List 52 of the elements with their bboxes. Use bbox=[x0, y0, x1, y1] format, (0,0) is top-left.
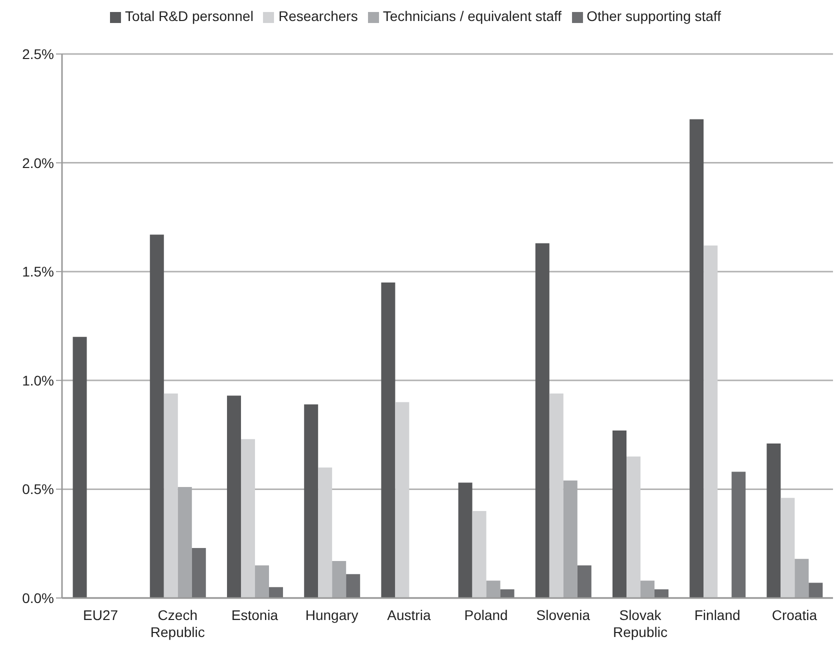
bar bbox=[500, 589, 514, 598]
bar bbox=[268, 587, 283, 598]
x-tick-label: Austria bbox=[387, 607, 431, 623]
bar bbox=[332, 561, 346, 598]
y-tick-label: 1.0% bbox=[22, 372, 54, 388]
bar bbox=[346, 574, 360, 598]
bar bbox=[654, 589, 668, 598]
bar bbox=[640, 580, 654, 598]
bar bbox=[254, 565, 269, 598]
bar bbox=[226, 396, 241, 598]
legend-label: Total R&D personnel bbox=[125, 8, 254, 24]
bar bbox=[577, 565, 592, 598]
x-tick-label: Slovenia bbox=[536, 607, 590, 623]
bar bbox=[808, 582, 823, 598]
y-tick-label: 0.0% bbox=[22, 590, 54, 606]
y-tick-label: 2.5% bbox=[22, 46, 54, 62]
bar bbox=[612, 430, 626, 598]
legend-label: Technicians / equivalent staff bbox=[382, 8, 562, 24]
bar bbox=[164, 393, 178, 598]
y-tick-label: 2.0% bbox=[22, 154, 54, 171]
legend-label: Other supporting staff bbox=[586, 8, 721, 24]
bar bbox=[549, 393, 564, 598]
x-tick-label: Croatia bbox=[772, 607, 818, 623]
x-tick-label: Estonia bbox=[231, 607, 278, 623]
bar bbox=[192, 548, 206, 598]
bar bbox=[458, 482, 472, 598]
bar bbox=[304, 404, 318, 598]
x-tick-label: Slovak Republic bbox=[613, 607, 668, 640]
y-tick-label: 0.5% bbox=[22, 481, 54, 498]
bar bbox=[318, 467, 332, 598]
bar bbox=[381, 282, 396, 598]
y-tick-label: 1.5% bbox=[22, 264, 54, 280]
bar bbox=[395, 402, 410, 598]
bar bbox=[626, 456, 640, 598]
x-tick-label: Poland bbox=[464, 607, 508, 623]
bar bbox=[535, 243, 550, 598]
x-tick-label: Finland bbox=[694, 607, 740, 623]
legend-label: Researchers bbox=[278, 8, 358, 24]
bar bbox=[732, 472, 746, 598]
bar bbox=[472, 510, 486, 598]
bar bbox=[780, 498, 795, 598]
bar bbox=[766, 444, 781, 598]
bar bbox=[486, 580, 500, 598]
bar bbox=[150, 234, 164, 598]
bar bbox=[690, 119, 704, 598]
bar bbox=[72, 336, 87, 598]
bar bbox=[704, 245, 718, 598]
x-tick-label: EU27 bbox=[83, 607, 118, 623]
bar bbox=[794, 558, 809, 598]
x-tick-label: Czech Republic bbox=[150, 607, 205, 640]
x-tick-label: Hungary bbox=[305, 607, 358, 623]
bar bbox=[240, 439, 255, 598]
